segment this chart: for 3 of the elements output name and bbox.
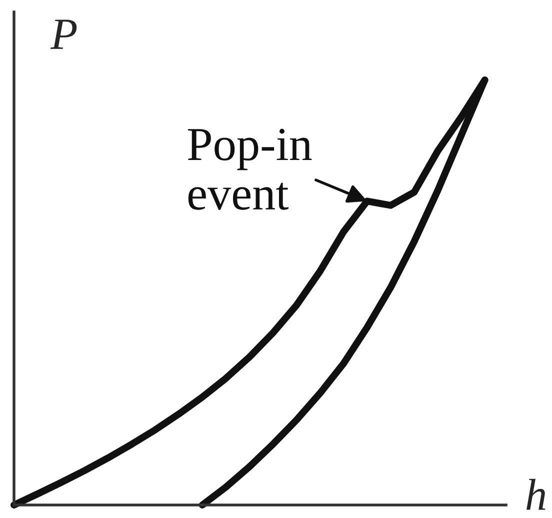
annotation: Pop-in event	[188, 128, 312, 210]
x-axis-title: h	[526, 478, 546, 510]
y-axis-title: P	[50, 20, 77, 49]
